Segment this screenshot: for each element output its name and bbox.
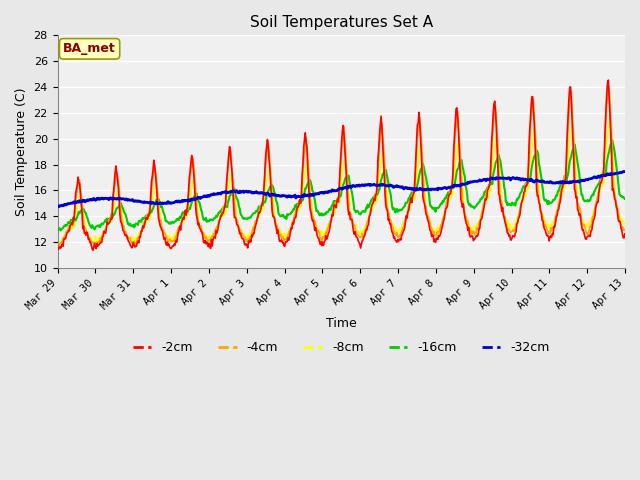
-32cm <box>289 193 296 199</box>
Text: BA_met: BA_met <box>63 42 116 55</box>
-16cm <box>267 183 275 189</box>
-2cm <box>267 180 275 186</box>
Line: -2cm: -2cm <box>58 73 640 250</box>
X-axis label: Time: Time <box>326 317 356 330</box>
-2cm <box>290 221 298 227</box>
-8cm <box>290 216 298 222</box>
-2cm <box>458 200 465 205</box>
-32cm <box>457 182 465 188</box>
-8cm <box>56 240 64 246</box>
Line: -4cm: -4cm <box>58 81 640 247</box>
-32cm <box>627 168 635 173</box>
-32cm <box>125 197 132 203</box>
-4cm <box>237 227 244 233</box>
-8cm <box>54 240 61 246</box>
-4cm <box>424 215 431 220</box>
-4cm <box>267 167 275 172</box>
-32cm <box>266 193 274 199</box>
-32cm <box>423 186 431 192</box>
Line: -8cm: -8cm <box>58 116 640 243</box>
-4cm <box>125 236 133 241</box>
-32cm <box>54 204 61 210</box>
-2cm <box>237 230 244 236</box>
-4cm <box>290 221 298 227</box>
-8cm <box>458 169 465 175</box>
-8cm <box>267 174 275 180</box>
-16cm <box>424 183 431 189</box>
Line: -16cm: -16cm <box>58 136 640 230</box>
-8cm <box>237 228 244 233</box>
-16cm <box>54 227 61 233</box>
Line: -32cm: -32cm <box>58 170 640 207</box>
-8cm <box>424 212 431 218</box>
Y-axis label: Soil Temperature (C): Soil Temperature (C) <box>15 87 28 216</box>
Legend: -2cm, -4cm, -8cm, -16cm, -32cm: -2cm, -4cm, -8cm, -16cm, -32cm <box>128 336 555 360</box>
-16cm <box>57 228 65 233</box>
Title: Soil Temperatures Set A: Soil Temperatures Set A <box>250 15 433 30</box>
-8cm <box>125 235 133 240</box>
-16cm <box>237 211 244 217</box>
-2cm <box>54 242 61 248</box>
-16cm <box>125 222 133 228</box>
-2cm <box>89 247 97 253</box>
-32cm <box>236 188 244 194</box>
-2cm <box>424 217 431 223</box>
-16cm <box>458 157 465 163</box>
-4cm <box>54 244 62 250</box>
-4cm <box>458 180 465 186</box>
-4cm <box>54 243 61 249</box>
-2cm <box>125 240 133 245</box>
-16cm <box>290 206 298 212</box>
